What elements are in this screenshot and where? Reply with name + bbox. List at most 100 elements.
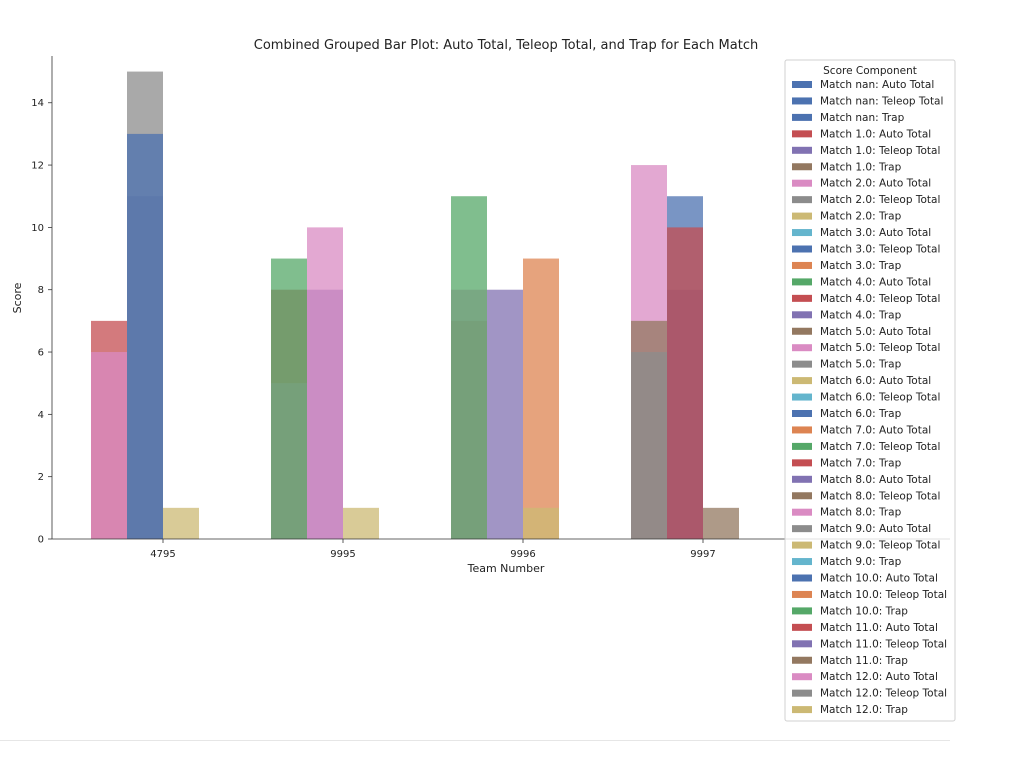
legend-entry-label: Match 11.0: Teleop Total	[820, 638, 947, 650]
legend-swatch	[792, 541, 812, 549]
legend-swatch	[792, 640, 812, 648]
bars-layer	[91, 71, 739, 540]
legend-entry-label: Match 9.0: Teleop Total	[820, 540, 940, 552]
legend-entry-label: Match nan: Teleop Total	[820, 95, 943, 107]
legend-entries: Match nan: Auto Total Match nan: Teleop T…	[792, 79, 947, 716]
legend-entry-label: Match 6.0: Auto Total	[820, 375, 931, 387]
bar-9995-series-16	[307, 227, 343, 540]
legend-title: Score Component	[823, 65, 917, 77]
legend-swatch	[792, 607, 812, 615]
x-axis-label: Team Number	[467, 562, 545, 575]
legend-entry-label: Match 2.0: Auto Total	[820, 178, 931, 190]
legend-entry-label: Match 10.0: Trap	[820, 605, 908, 617]
x-tick-label: 9997	[690, 549, 715, 560]
y-tick-label: 6	[38, 348, 44, 359]
legend-entry-label: Match 4.0: Auto Total	[820, 276, 931, 288]
legend-swatch	[792, 294, 812, 302]
legend-entry-label: Match 5.0: Auto Total	[820, 326, 931, 338]
legend-swatch	[792, 212, 812, 220]
legend-swatch	[792, 590, 812, 598]
legend-entry-label: Match 5.0: Teleop Total	[820, 342, 940, 354]
legend-swatch	[792, 689, 812, 697]
legend-swatch	[792, 459, 812, 467]
legend-frame	[784, 59, 956, 722]
legend-entry-label: Match 3.0: Trap	[820, 260, 902, 272]
bar-9996-series-4	[487, 289, 523, 539]
legend-swatch	[792, 245, 812, 253]
bar-4795-series-6	[91, 352, 127, 539]
bar-9997-series-5	[703, 507, 739, 539]
legend-swatch	[792, 475, 812, 483]
bar-4795-series-10	[127, 133, 163, 539]
y-tick-label: 4	[38, 410, 44, 421]
legend-swatch	[792, 229, 812, 237]
bar-9996-series-12	[451, 196, 487, 539]
legend-swatch	[792, 360, 812, 368]
legend: Score Component Match nan: Auto TotalMat…	[784, 59, 956, 722]
legend-entry-label: Match 8.0: Teleop Total	[820, 490, 940, 502]
y-tick-label: 2	[38, 472, 44, 483]
legend-swatch	[792, 130, 812, 138]
bar-4795-series-38	[163, 507, 199, 539]
legend-entry-label: Match 7.0: Auto Total	[820, 424, 931, 436]
x-tick-label: 9995	[330, 549, 355, 560]
legend-entry-label: Match 5.0: Trap	[820, 359, 902, 371]
y-tick-label: 12	[31, 161, 44, 172]
legend-swatch	[792, 442, 812, 450]
legend-entry-label: Match 9.0: Auto Total	[820, 523, 931, 535]
bar-9997-series-13	[667, 227, 703, 540]
legend-swatch	[792, 492, 812, 500]
legend-entry-label: Match 12.0: Teleop Total	[820, 688, 947, 700]
legend-entry-label: Match 1.0: Teleop Total	[820, 145, 940, 157]
y-tick-label: 8	[38, 285, 44, 296]
bar-9995-series-38	[343, 507, 379, 539]
legend-entry-label: Match 12.0: Auto Total	[820, 671, 938, 683]
legend-swatch	[792, 426, 812, 434]
legend-swatch	[792, 179, 812, 187]
legend-swatch	[792, 706, 812, 714]
cell-divider	[0, 740, 950, 741]
legend-swatch	[792, 673, 812, 681]
legend-entry-label: Match 1.0: Auto Total	[820, 128, 931, 140]
legend-swatch	[792, 261, 812, 269]
legend-swatch	[792, 146, 812, 154]
bar-9996-series-11	[523, 258, 559, 539]
legend-swatch	[792, 113, 812, 121]
legend-entry-label: Match 7.0: Teleop Total	[820, 441, 940, 453]
bar-9997-series-27	[631, 352, 667, 539]
legend-swatch	[792, 327, 812, 335]
legend-swatch	[792, 508, 812, 516]
y-axis-label: Score	[11, 282, 24, 313]
legend-entry-label: Match 2.0: Teleop Total	[820, 194, 940, 206]
legend-swatch	[792, 344, 812, 352]
chart-title: Combined Grouped Bar Plot: Auto Total, T…	[254, 38, 758, 53]
legend-entry-label: Match nan: Auto Total	[820, 79, 934, 91]
y-tick-label: 0	[38, 535, 44, 546]
legend-entry-label: Match 2.0: Trap	[820, 211, 902, 223]
legend-entry-label: Match 10.0: Teleop Total	[820, 589, 947, 601]
legend-swatch	[792, 558, 812, 566]
legend-entry-label: Match 8.0: Auto Total	[820, 474, 931, 486]
legend-entry-label: Match 3.0: Teleop Total	[820, 244, 940, 256]
legend-entry-label: Match 1.0: Trap	[820, 161, 902, 173]
y-tick-label: 14	[31, 98, 44, 109]
legend-entry-label: Match 8.0: Trap	[820, 507, 902, 519]
legend-entry-label: Match 6.0: Teleop Total	[820, 392, 940, 404]
legend-swatch	[792, 81, 812, 88]
bar-9995-series-12	[271, 258, 307, 539]
legend-swatch	[792, 525, 812, 533]
legend-swatch	[792, 656, 812, 664]
legend-entry-label: Match 12.0: Trap	[820, 704, 908, 716]
legend-entry-label: Match 4.0: Teleop Total	[820, 293, 940, 305]
legend-entry-label: Match 11.0: Auto Total	[820, 622, 938, 634]
x-tick-label: 4795	[150, 549, 175, 560]
y-tick-label: 10	[31, 223, 44, 234]
legend-swatch	[792, 97, 812, 105]
bar-9996-series-38	[523, 507, 559, 539]
legend-entry-label: Match 4.0: Trap	[820, 309, 902, 321]
legend-swatch	[792, 410, 812, 417]
legend-entry-label: Match 11.0: Trap	[820, 655, 908, 667]
legend-swatch	[792, 196, 812, 204]
